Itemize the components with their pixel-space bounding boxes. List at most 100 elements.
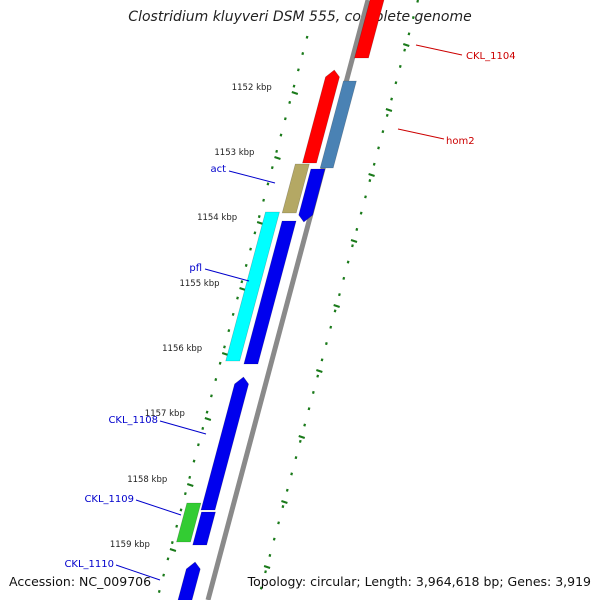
major-tick xyxy=(169,548,177,552)
tick-dot xyxy=(201,426,205,430)
tick-dot xyxy=(157,589,161,593)
label-leader-line xyxy=(115,564,161,581)
gene-label-CKL_1104[interactable]: CKL_1104 xyxy=(466,51,516,62)
major-tick xyxy=(291,91,299,95)
tick-dot xyxy=(188,475,192,479)
CKL_1109-gene-feature[interactable] xyxy=(192,511,216,546)
tick-dot xyxy=(416,0,420,3)
tick-dot xyxy=(303,423,307,427)
CKL_1109-feature[interactable] xyxy=(176,502,202,543)
tick-dot xyxy=(398,64,402,68)
gene-label-CKL_1109[interactable]: CKL_1109 xyxy=(84,494,134,505)
tick-dot xyxy=(268,553,272,557)
tick-dot xyxy=(166,557,170,561)
major-tick xyxy=(204,417,212,421)
tick-dot xyxy=(372,162,376,166)
kbp-label: 1157 kbp xyxy=(145,409,185,419)
tick-dot xyxy=(259,586,263,590)
tick-dot xyxy=(320,358,324,362)
tick-dot xyxy=(183,492,187,496)
tick-dot xyxy=(270,166,274,170)
tick-dot xyxy=(197,443,200,447)
gene-labels: CKL_1104 hom2 act pfl CKL_1108 CKL_1109 CKL_11… xyxy=(64,44,516,581)
major-tick xyxy=(281,500,288,504)
tick-dot xyxy=(364,195,367,199)
CKL_1110-feature[interactable] xyxy=(175,561,201,600)
major-tick xyxy=(298,435,306,439)
tick-dot xyxy=(231,312,235,316)
major-tick xyxy=(263,565,271,569)
pfl-gene-feature[interactable] xyxy=(243,220,297,365)
tick-dot xyxy=(292,84,296,88)
tick-dot xyxy=(338,293,341,297)
label-leader-line xyxy=(228,170,276,184)
tick-dot xyxy=(316,374,320,378)
tick-dot xyxy=(307,407,311,411)
major-tick xyxy=(221,352,229,356)
tick-dot xyxy=(205,410,209,414)
tick-dot xyxy=(294,456,298,460)
gene-label-pfl[interactable]: pfl xyxy=(189,263,202,274)
major-tick xyxy=(350,239,358,243)
major-tick xyxy=(385,108,393,112)
gene-label-CKL_1108[interactable]: CKL_1108 xyxy=(108,415,158,426)
major-tick xyxy=(316,369,323,373)
tick-dot xyxy=(311,390,315,394)
tick-dot xyxy=(266,182,270,186)
label-leader-line xyxy=(159,420,207,435)
tick-dot xyxy=(223,345,226,349)
tick-dot xyxy=(324,342,328,346)
hom2-feature[interactable] xyxy=(302,69,340,164)
gene-label-hom2[interactable]: hom2 xyxy=(446,136,475,147)
tick-dot xyxy=(283,117,287,121)
gene-features xyxy=(175,0,387,600)
tick-dot xyxy=(281,505,285,509)
tick-dot xyxy=(179,508,183,512)
pfl-feature[interactable] xyxy=(225,211,280,362)
tick-dot xyxy=(407,32,411,36)
gene-label-CKL_1110[interactable]: CKL_1110 xyxy=(64,559,114,570)
tick-dot xyxy=(253,231,257,235)
kbp-labels: 1152 kbp 1153 kbp 1154 kbp 1155 kbp 1156 kbp… xyxy=(110,83,272,550)
major-tick xyxy=(256,221,264,225)
tick-dot xyxy=(257,215,261,219)
label-leader-line xyxy=(397,128,445,140)
act-gene-feature[interactable] xyxy=(298,168,326,223)
tick-dot xyxy=(329,325,333,329)
label-leader-line xyxy=(204,268,250,282)
tick-dot xyxy=(279,133,283,137)
tick-dot xyxy=(394,81,398,85)
tick-dot xyxy=(275,149,279,153)
tick-dot xyxy=(162,573,166,577)
tick-dot xyxy=(236,296,239,300)
kbp-label: 1152 kbp xyxy=(232,83,272,93)
hom2-feature-feature[interactable] xyxy=(319,80,357,169)
tick-dot xyxy=(192,459,196,463)
tick-dot xyxy=(390,97,393,101)
CKL_1104-feature[interactable] xyxy=(354,0,387,59)
major-tick xyxy=(239,287,246,291)
tick-dot xyxy=(244,263,248,267)
act-feature[interactable] xyxy=(281,163,310,214)
tick-dot xyxy=(277,521,280,525)
tick-dot xyxy=(296,68,300,72)
kbp-label: 1153 kbp xyxy=(214,148,254,158)
tick-dot xyxy=(264,570,267,574)
label-leader-line xyxy=(415,44,463,56)
tick-dot xyxy=(301,52,305,56)
tick-dot xyxy=(351,244,354,248)
tick-dot xyxy=(359,211,363,215)
tick-dot xyxy=(240,280,244,284)
major-tick xyxy=(368,173,375,177)
tick-dot xyxy=(272,537,276,541)
CKL_1108-feature[interactable] xyxy=(200,376,249,511)
tick-dot xyxy=(227,329,231,333)
tick-dot xyxy=(218,361,222,365)
tick-dot xyxy=(346,260,350,264)
kbp-label: 1156 kbp xyxy=(162,344,202,354)
tick-dot xyxy=(290,472,294,476)
kbp-label: 1158 kbp xyxy=(127,475,167,485)
tick-dot xyxy=(249,247,252,251)
gene-label-act[interactable]: act xyxy=(210,164,226,175)
